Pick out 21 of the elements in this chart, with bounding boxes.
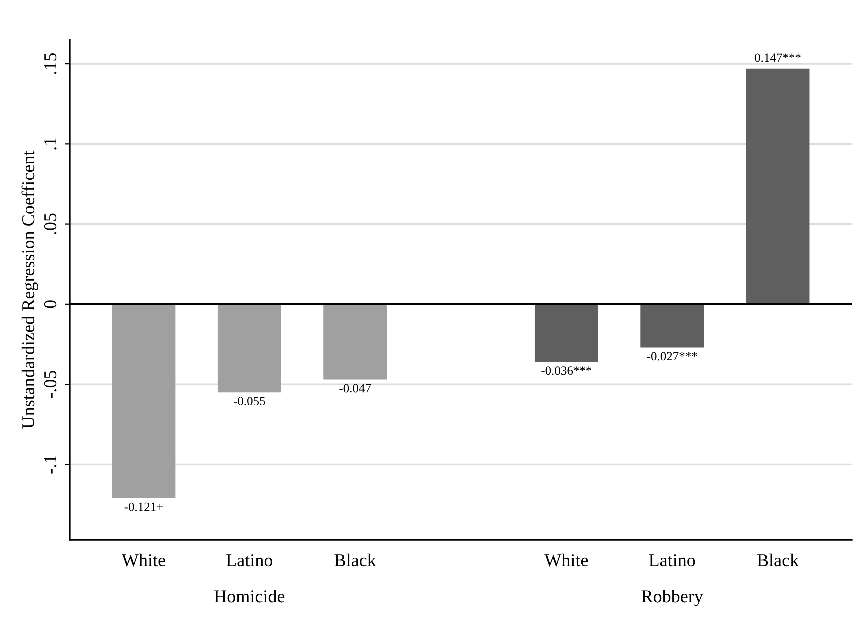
data-label: -0.047 [340,384,372,393]
data-label: -0.036*** [542,366,592,376]
y-tick-label: -.1 [44,456,57,474]
data-label: -0.027*** [647,352,698,361]
x-tick-label: White [122,554,166,567]
y-tick-label: .15 [44,53,57,74]
text: Robbery [642,590,704,606]
x-tick-label: Latino [226,554,273,567]
data-label: 0.147*** [755,54,801,62]
y-tick-label: .1 [44,138,57,150]
text: Homicide [214,590,285,603]
y-axis-title: Unstandardized Regression Coefficent [22,150,38,429]
x-tick-label: White [544,554,588,567]
y-tick-label: .05 [44,214,57,234]
y-tick-label: 0 [44,300,57,308]
data-label: -0.055 [234,397,266,406]
x-tick-label: Black [757,554,800,567]
x-tick-label: Latino [649,554,696,567]
x-tick-label: Black [334,554,376,567]
data-label: -0.121+ [124,502,164,512]
y-tick-label: -.05 [44,370,57,398]
